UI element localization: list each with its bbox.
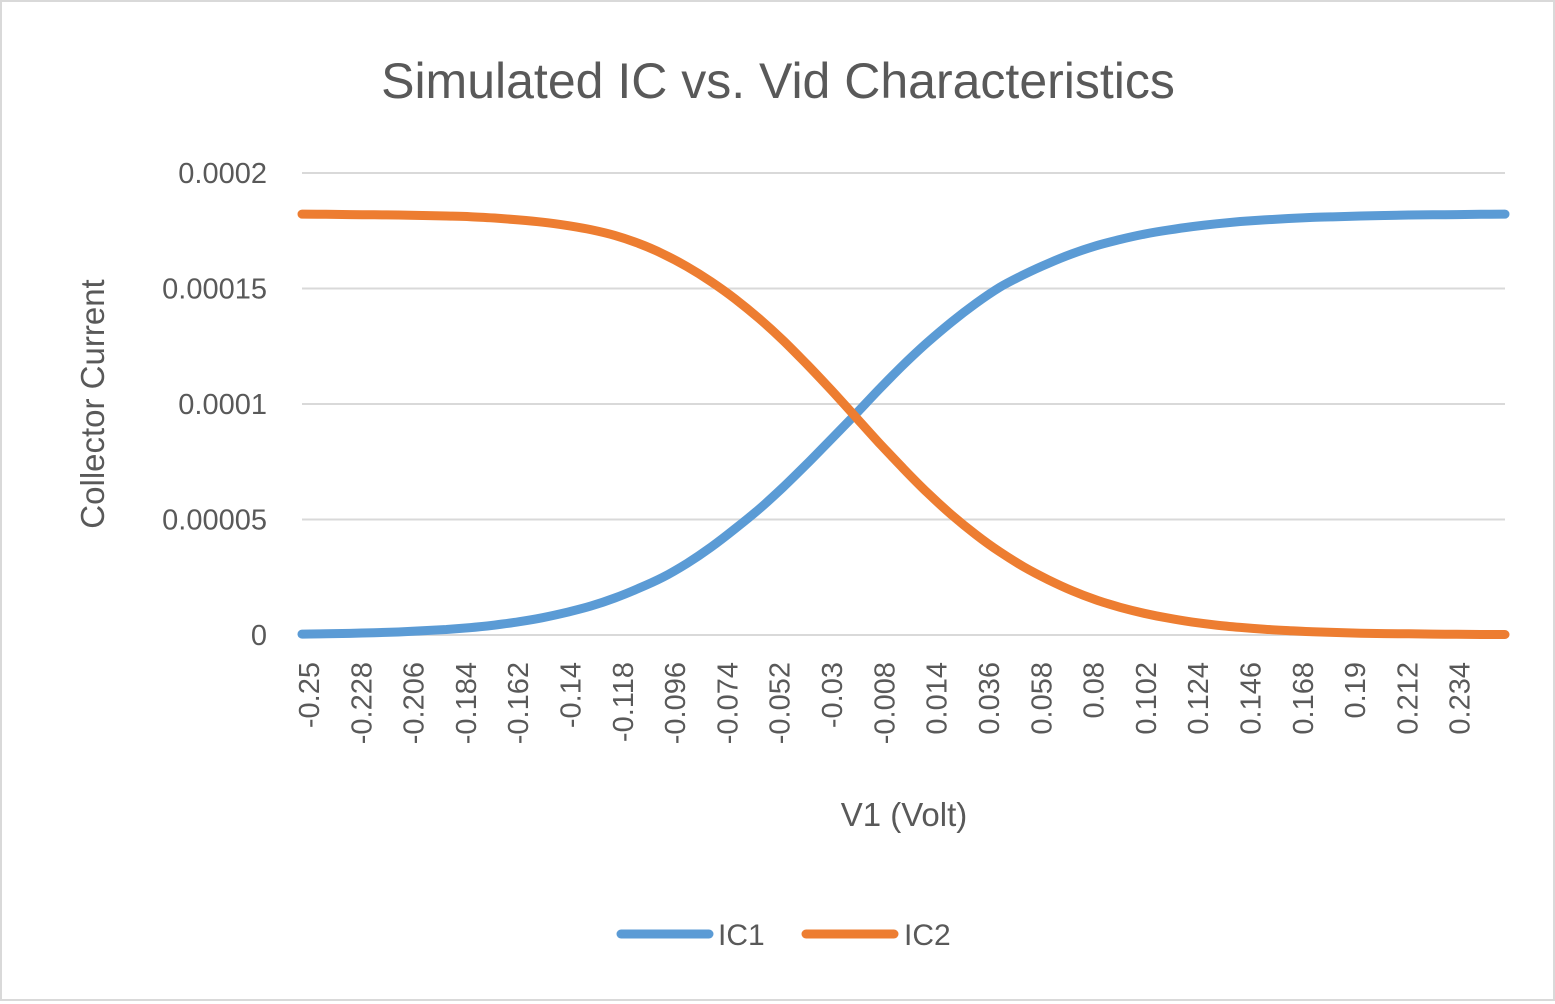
series-line-ic1 — [297, 209, 1510, 639]
legend-label-ic2: IC2 — [904, 919, 951, 952]
x-tick-label-21: 0.212 — [1392, 662, 1424, 735]
y-tick-label-2: 0.0001 — [178, 389, 267, 421]
x-tick-label-22: 0.234 — [1445, 662, 1477, 735]
legend: IC1 IC2 — [616, 919, 951, 952]
x-tick-label-8: -0.074 — [712, 662, 744, 744]
series-layer — [297, 209, 1510, 640]
x-tick-label-18: 0.146 — [1236, 662, 1268, 735]
x-tick-label-9: -0.052 — [765, 662, 797, 744]
x-tick-label-10: -0.03 — [817, 662, 849, 728]
y-tick-labels: 0 0.00005 0.0001 0.00015 0.0002 — [162, 158, 267, 652]
x-axis-title: V1 (Volt) — [841, 796, 968, 833]
x-tick-label-7: -0.096 — [660, 662, 692, 744]
x-tick-label-14: 0.058 — [1026, 662, 1058, 735]
y-tick-label-4: 0.0002 — [178, 158, 267, 190]
x-tick-label-20: 0.19 — [1340, 662, 1372, 718]
x-tick-label-11: -0.008 — [869, 662, 901, 744]
gridlines — [302, 172, 1505, 636]
series-line-ic2 — [297, 209, 1510, 640]
x-tick-label-0: -0.25 — [294, 662, 326, 728]
x-tick-label-19: 0.168 — [1288, 662, 1320, 735]
x-tick-label-17: 0.124 — [1183, 662, 1215, 735]
x-tick-label-13: 0.036 — [974, 662, 1006, 735]
y-tick-label-3: 0.00015 — [162, 274, 267, 306]
x-tick-label-4: -0.162 — [503, 662, 535, 744]
y-tick-label-1: 0.00005 — [162, 505, 267, 537]
x-tick-label-6: -0.118 — [608, 662, 640, 742]
chart-title: Simulated IC vs. Vid Characteristics — [381, 53, 1175, 109]
x-tick-label-16: 0.102 — [1131, 662, 1163, 735]
x-tick-label-15: 0.08 — [1079, 662, 1111, 718]
legend-label-ic1: IC1 — [718, 919, 765, 952]
x-tick-label-1: -0.228 — [346, 662, 378, 744]
x-tick-labels: -0.25 -0.228 -0.206 -0.184 -0.162 -0.14 -0.118… — [294, 662, 1477, 744]
x-tick-label-2: -0.206 — [399, 662, 431, 744]
y-axis-title: Collector Current — [74, 279, 111, 528]
x-tick-label-3: -0.184 — [451, 662, 483, 744]
y-tick-label-0: 0 — [251, 620, 267, 652]
x-tick-label-12: 0.014 — [922, 662, 954, 735]
x-tick-label-5: -0.14 — [556, 662, 588, 728]
